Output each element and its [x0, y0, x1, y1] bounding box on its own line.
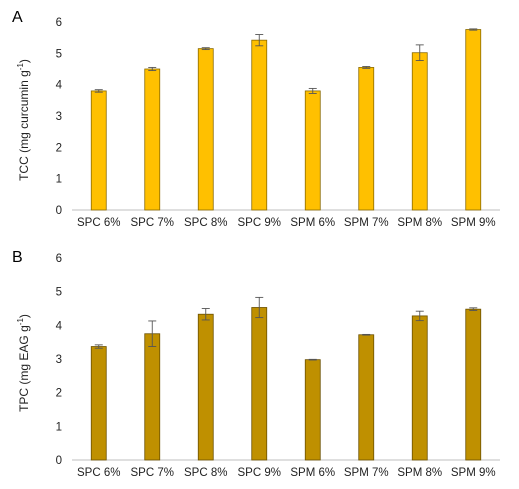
bar: [411, 52, 428, 211]
bar: [144, 333, 161, 461]
chart-panel-b: B 0 1 2 3 4 5 6 TPC (mg EAG g-1) SPC 6% SPC 7% SPC…: [12, 249, 500, 479]
bar: [304, 359, 321, 461]
bar: [411, 315, 428, 461]
error-bar: [415, 310, 424, 322]
x-tick-label: SPC 6%: [77, 467, 120, 479]
panel-label-a: A: [12, 9, 23, 26]
chart-panel-a: A 0 1 2 3 4 5 6 TCC (mg curcumin g-1) SPC 6% SPC …: [12, 9, 500, 229]
bar: [465, 308, 482, 461]
bar: [251, 307, 268, 461]
error-bar: [148, 320, 157, 347]
x-tick-label: SPC 7%: [131, 217, 174, 229]
x-tick-label: SPM 7%: [344, 217, 389, 229]
error-bar: [201, 308, 210, 321]
error-bar: [308, 87, 317, 94]
bar: [465, 29, 482, 211]
x-tick-label: SPM 9%: [451, 467, 496, 479]
error-bar: [255, 34, 264, 47]
error-bar: [308, 358, 317, 361]
y-tick-label: 6: [56, 17, 62, 29]
bar: [90, 346, 107, 461]
x-tick-label: SPM 6%: [290, 217, 335, 229]
y-tick-label: 4: [56, 320, 63, 332]
x-tick-label: SPM 8%: [397, 467, 442, 479]
y-tick-label: 6: [56, 253, 62, 265]
y-tick-label: 0: [56, 455, 62, 467]
y-tick-label: 5: [56, 287, 62, 299]
y-axis-label-close: ): [17, 59, 31, 63]
x-tick-label: SPC 7%: [131, 467, 174, 479]
x-tick-label: SPC 8%: [184, 217, 227, 229]
bar: [358, 67, 375, 211]
y-tick-label: 1: [56, 174, 62, 186]
error-bar: [94, 344, 103, 349]
y-tick-label: 0: [56, 205, 62, 217]
x-tick-label: SPC 9%: [238, 467, 281, 479]
y-axis-label-main: TPC (mg EAG g: [17, 325, 31, 412]
x-tick-label: SPC 9%: [238, 217, 281, 229]
x-tick-label: SPM 9%: [451, 217, 496, 229]
bar: [197, 313, 214, 461]
y-tick-label: 5: [56, 48, 62, 60]
bar: [90, 90, 107, 211]
error-bar: [469, 307, 478, 311]
x-tick-label: SPM 7%: [344, 467, 389, 479]
error-bar: [362, 333, 371, 336]
bar: [358, 334, 375, 461]
y-tick-label: 3: [56, 354, 62, 366]
error-bar: [201, 47, 210, 51]
panel-label-b: B: [12, 249, 23, 266]
y-axis-label-main: TCC (mg curcumin g: [17, 70, 31, 181]
error-bar: [94, 89, 103, 93]
bar: [304, 90, 321, 211]
x-tick-label: SPM 8%: [397, 217, 442, 229]
error-bar: [148, 66, 157, 72]
y-tick-label: 3: [56, 111, 62, 123]
y-axis-label-close: ): [17, 314, 31, 318]
y-axis-label-sup: -1: [16, 318, 25, 326]
x-tick-label: SPC 8%: [184, 467, 227, 479]
y-tick-label: 2: [56, 142, 62, 154]
bar: [144, 68, 161, 211]
y-axis-label: TCC (mg curcumin g-1): [16, 59, 31, 181]
bar: [251, 39, 268, 211]
y-tick-label: 4: [56, 80, 63, 92]
bar: [197, 48, 214, 211]
x-tick-label: SPC 6%: [77, 217, 120, 229]
x-tick-label: SPM 6%: [290, 467, 335, 479]
y-tick-label: 2: [56, 388, 62, 400]
error-bar: [469, 28, 478, 31]
y-tick-label: 1: [56, 421, 62, 433]
error-bar: [415, 44, 424, 61]
y-axis-label-sup: -1: [16, 63, 25, 71]
error-bar: [255, 296, 264, 319]
y-axis-label: TPC (mg EAG g-1): [16, 314, 31, 412]
error-bar: [362, 66, 371, 69]
